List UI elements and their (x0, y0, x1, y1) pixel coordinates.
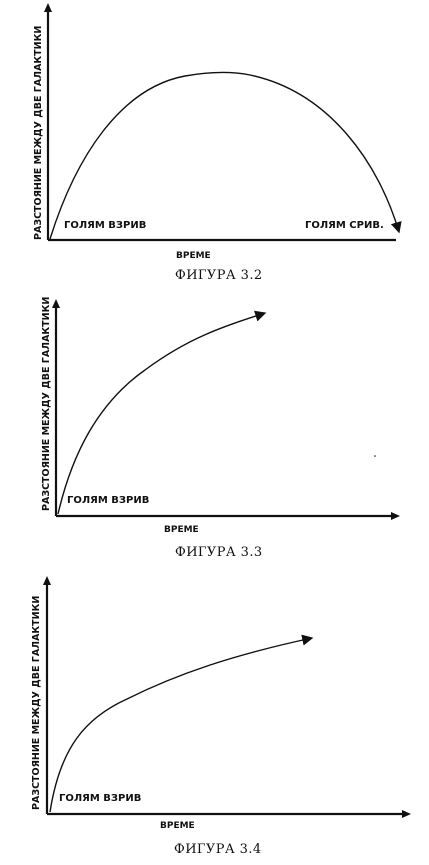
figure-3-4-y-label: РАЗСТОЯНИЕ МЕЖДУ ДВЕ ГАЛАКТИКИ (31, 596, 42, 810)
figure-3-2: РАЗСТОЯНИЕ МЕЖДУ ДВЕ ГАЛАКТИКИ ГОЛЯМ ВЗР… (33, 3, 402, 283)
figure-3-3-curve (57, 310, 267, 515)
figure-3-3: РАЗСТОЯНИЕ МЕЖДУ ДВЕ ГАЛАКТИКИ ГОЛЯМ ВЗР… (41, 297, 400, 560)
figure-3-3-x-label: ВРЕМЕ (164, 525, 199, 535)
figure-3-3-x-axis-arrow-icon (391, 512, 400, 520)
figure-3-3-caption: ФИГУРА 3.3 (175, 545, 263, 560)
figure-3-2-caption: ФИГУРА 3.2 (175, 268, 263, 283)
figure-3-4-start-label: ГОЛЯМ ВЗРИВ (59, 793, 141, 804)
figure-3-4-x-label: ВРЕМЕ (160, 821, 195, 831)
figure-3-2-y-axis-arrow-icon (44, 3, 52, 12)
figure-3-4-y-axis-arrow-icon (43, 576, 51, 585)
figure-3-3-y-label: РАЗСТОЯНИЕ МЕЖДУ ДВЕ ГАЛАКТИКИ (41, 297, 52, 511)
figure-3-2-x-label: ВРЕМЕ (176, 251, 211, 261)
figure-3-3-start-label: ГОЛЯМ ВЗРИВ (67, 495, 149, 506)
figure-3-4-curve (49, 634, 314, 813)
figure-3-4-x-axis-arrow-icon (402, 810, 411, 818)
figure-3-4-caption: ФИГУРА 3.4 (174, 842, 262, 857)
figure-3-3-y-axis-arrow-icon (52, 299, 60, 308)
figure-3-2-start-label: ГОЛЯМ ВЗРИВ (64, 220, 146, 231)
figure-3-4: РАЗСТОЯНИЕ МЕЖДУ ДВЕ ГАЛАКТИКИ ГОЛЯМ ВЗР… (31, 576, 411, 857)
figure-3-3-scan-speck (374, 455, 376, 457)
figure-3-2-curve (49, 71, 402, 240)
figure-3-2-end-label: ГОЛЯМ СРИВ. (305, 220, 384, 231)
figure-3-2-y-label: РАЗСТОЯНИЕ МЕЖДУ ДВЕ ГАЛАКТИКИ (33, 26, 44, 240)
